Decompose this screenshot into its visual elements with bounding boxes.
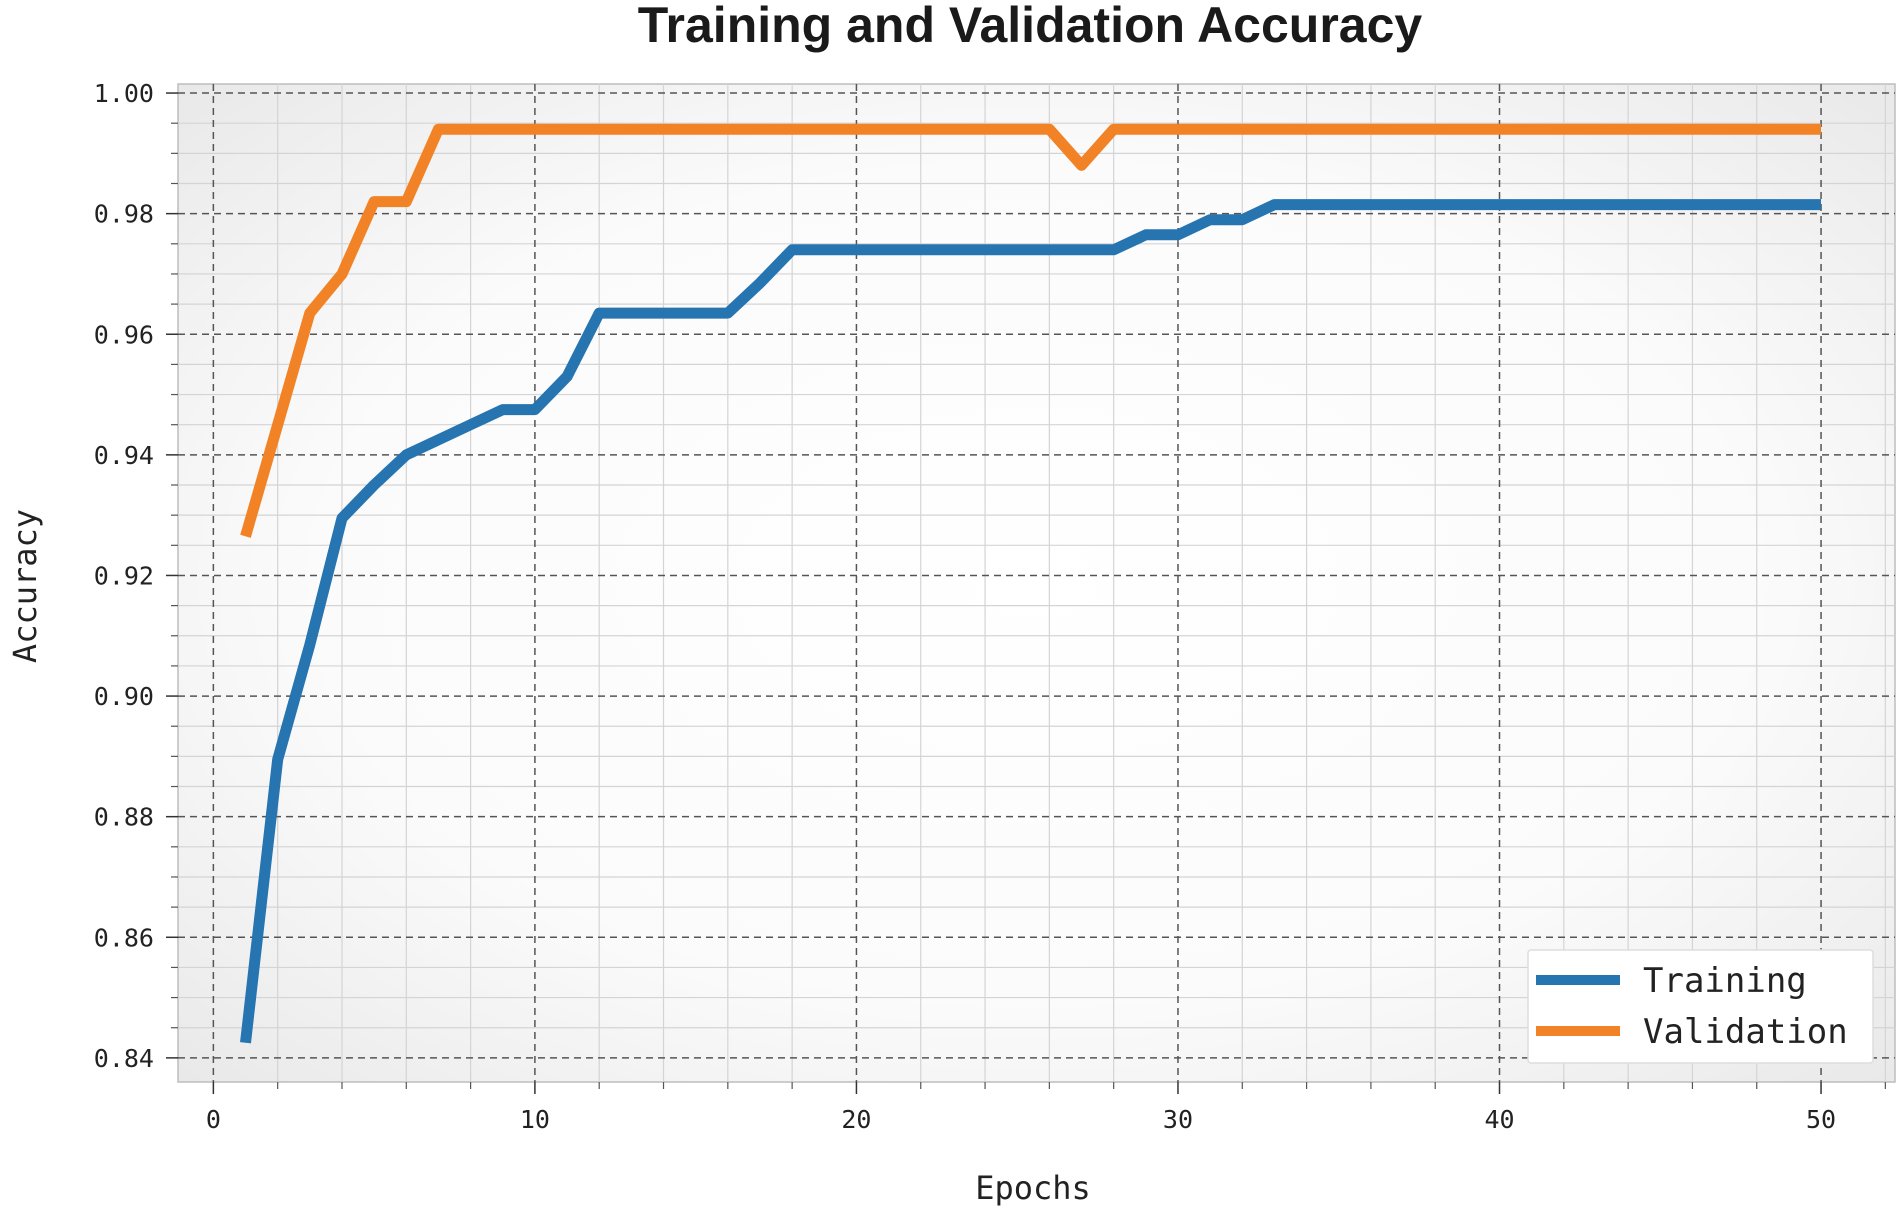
series-lines (240, 123, 1821, 1044)
y-tick-label: 0.84 (94, 1044, 154, 1073)
y-tick-label: 0.92 (94, 561, 154, 590)
legend-label-training: Training (1643, 961, 1807, 1001)
series-line-validation (240, 123, 1821, 538)
axis-ticks: 0 10 20 30 40 50 0.84 0.86 0.88 0.90 0.92 0.94 0.96 0… (94, 79, 1886, 1134)
x-tick-label: 0 (206, 1105, 221, 1134)
x-tick-label: 40 (1484, 1105, 1514, 1134)
y-tick-label: 0.98 (94, 200, 154, 229)
y-tick-label: 0.94 (94, 441, 154, 470)
x-tick-label: 20 (841, 1105, 871, 1134)
y-axis-label: Accuracy (6, 509, 44, 663)
plot-area (177, 83, 1896, 1083)
legend-label-validation: Validation (1643, 1012, 1848, 1052)
x-tick-label: 10 (520, 1105, 550, 1134)
y-tick-label: 0.86 (94, 923, 154, 952)
x-tick-label: 50 (1806, 1105, 1836, 1134)
x-tick-label: 30 (1163, 1105, 1193, 1134)
x-axis-label: Epochs (975, 1169, 1091, 1207)
y-tick-label: 0.88 (94, 803, 154, 832)
y-tick-label: 1.00 (94, 79, 154, 108)
legend: Training Validation (1527, 949, 1874, 1064)
y-tick-label: 0.90 (94, 682, 154, 711)
chart-title: Training and Validation Accuracy (638, 0, 1423, 53)
y-tick-label: 0.96 (94, 320, 154, 349)
series-line-training (240, 199, 1821, 1044)
